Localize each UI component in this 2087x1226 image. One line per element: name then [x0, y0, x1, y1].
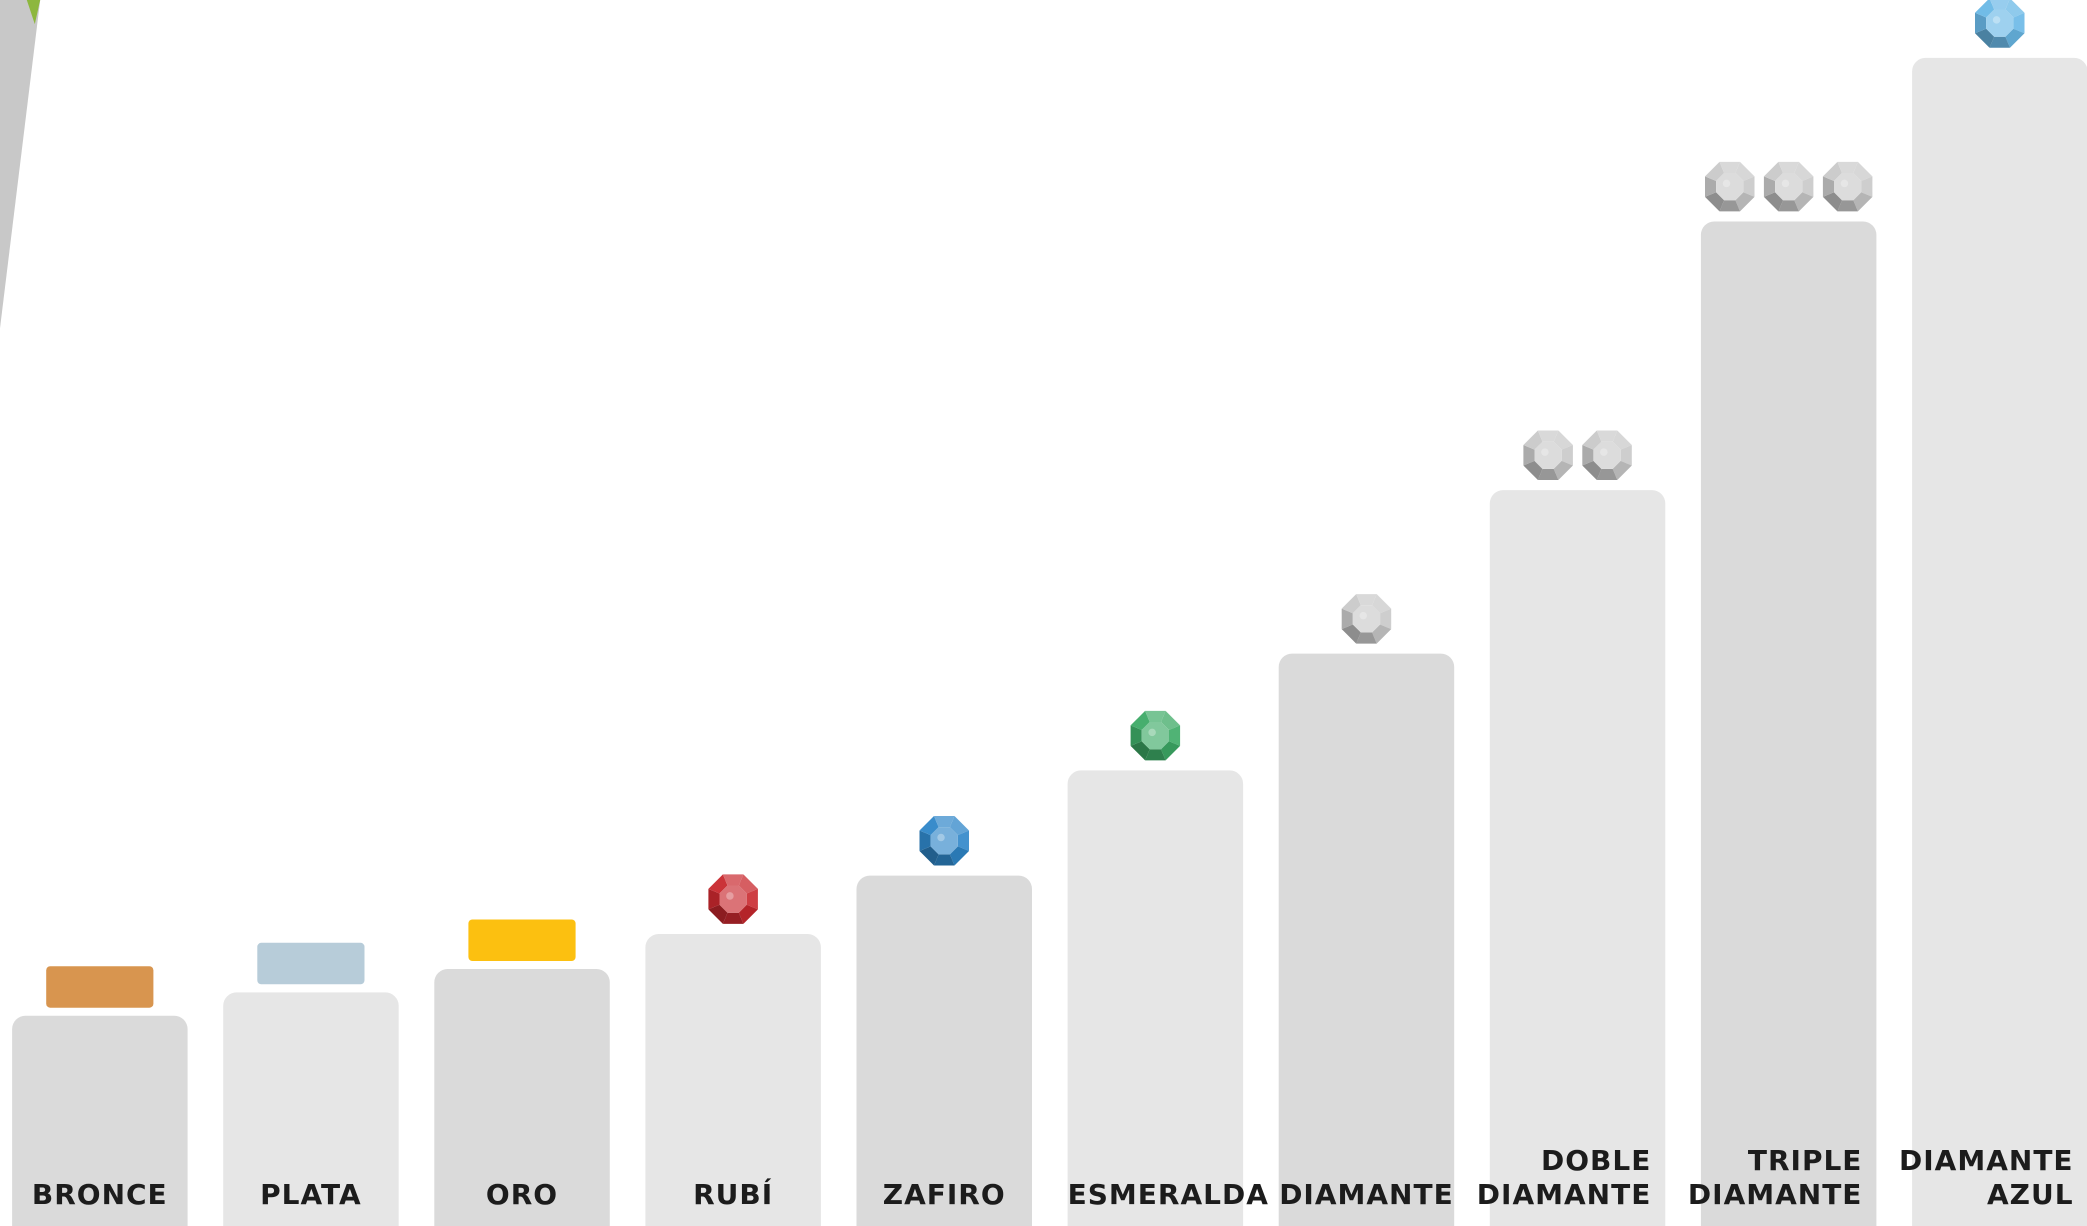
bar-triple-diamante — [1700, 221, 1877, 1226]
category-label-line: TRIPLE — [1747, 1144, 1863, 1177]
gem-icon — [708, 874, 758, 924]
category-label-line: BRONCE — [31, 1178, 168, 1211]
category-label-line: ESMERALDA — [1067, 1178, 1269, 1211]
category-label-line: DIAMANTE — [1279, 1178, 1454, 1211]
category-label-plata: PLATA — [223, 1178, 398, 1212]
bar-plata — [223, 992, 399, 1226]
category-label-zafiro: ZAFIRO — [857, 1178, 1032, 1212]
gem-icon — [1523, 430, 1573, 480]
category-label-line: DIAMANTE — [1899, 1144, 2074, 1177]
bar-diamante-azul — [1912, 57, 2087, 1226]
category-label-rubi: RUBÍ — [645, 1178, 820, 1212]
corner-shape-grey — [0, 0, 41, 329]
category-label-line: ZAFIRO — [882, 1178, 1006, 1211]
category-label-bronce: BRONCE — [12, 1178, 187, 1212]
corner-decoration — [0, 0, 41, 329]
category-label-triple-diamante: TRIPLE DIAMANTE — [1688, 1144, 1863, 1212]
gem-icon — [1705, 161, 1755, 212]
bar-oro — [434, 969, 610, 1226]
category-label-line: PLATA — [260, 1178, 362, 1211]
category-label-oro: ORO — [434, 1178, 609, 1212]
category-label-diamante-azul: DIAMANTE AZUL — [1899, 1144, 2074, 1212]
gem-icon — [1341, 594, 1392, 644]
bar-diamante — [1278, 653, 1455, 1226]
category-label-line: RUBÍ — [693, 1178, 774, 1211]
bars-group — [12, 57, 2087, 1226]
gem-icon — [1822, 161, 1873, 212]
gem-icon — [1130, 710, 1181, 761]
marker-tag-oro — [468, 919, 576, 961]
gem-icon — [1763, 161, 1814, 212]
bar-esmeralda — [1067, 770, 1244, 1226]
category-label-esmeralda: ESMERALDA — [1067, 1178, 1269, 1212]
corner-shape-green — [26, 0, 41, 25]
bar-zafiro — [856, 875, 1032, 1226]
gem-icon — [919, 816, 969, 866]
category-label-line: DIAMANTE — [1687, 1178, 1863, 1211]
category-label-doble-diamante: DOBLE DIAMANTE — [1477, 1144, 1652, 1212]
category-label-diamante: DIAMANTE — [1279, 1178, 1454, 1212]
gem-icon — [1582, 430, 1632, 480]
marker-tag-plata — [257, 942, 365, 985]
category-label-line: ORO — [485, 1178, 559, 1211]
bar-rubi — [645, 934, 821, 1226]
bar-doble-diamante — [1489, 490, 1666, 1226]
category-label-line: AZUL — [1986, 1178, 2074, 1211]
markers-group — [46, 0, 2025, 1008]
marker-tag-bronce — [46, 966, 154, 1008]
category-label-line: DIAMANTE — [1476, 1178, 1652, 1211]
bar-bronce — [12, 1015, 188, 1226]
category-label-line: DOBLE — [1540, 1144, 1652, 1177]
gem-icon — [1975, 0, 2025, 48]
